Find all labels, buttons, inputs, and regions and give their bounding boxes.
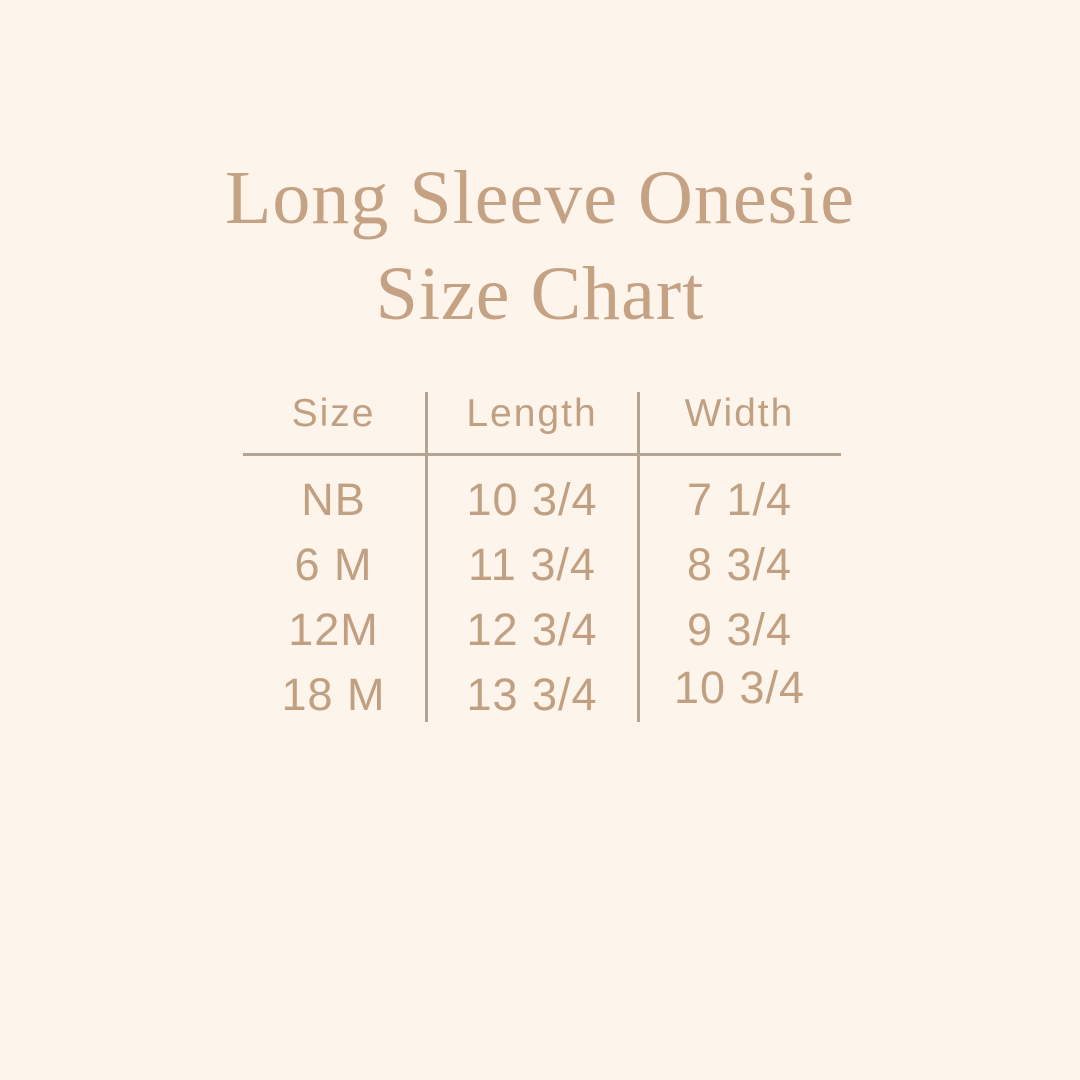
size-value: NB [301, 473, 366, 525]
length-value: 13 3/4 [466, 668, 598, 720]
table-row: NB 10 3/4 7 1/4 [241, 467, 841, 532]
width-value: 9 3/4 [686, 603, 793, 655]
length-value: 10 3/4 [466, 473, 598, 525]
size-table: Size Length Width NB 10 3/4 7 1/4 6 M 11… [241, 392, 841, 722]
column-header-width: Width [684, 392, 795, 435]
table-header-row: Size Length Width [241, 384, 841, 444]
width-value: 8 3/4 [686, 538, 793, 590]
length-value: 12 3/4 [466, 603, 598, 655]
size-value: 6 M [294, 538, 373, 590]
title-line-2: Size Chart [375, 252, 705, 336]
length-value: 11 3/4 [468, 538, 596, 590]
table-row: 6 M 11 3/4 8 3/4 [241, 532, 841, 597]
size-value: 18 M [281, 668, 386, 720]
table-body: NB 10 3/4 7 1/4 6 M 11 3/4 8 3/4 12M 12 … [241, 467, 841, 727]
column-header-size: Size [291, 392, 376, 435]
header-divider-line [243, 453, 841, 456]
title-line-1: Long Sleeve Onesie [224, 156, 856, 240]
table-row: 18 M 13 3/4 10 3/4 [241, 662, 841, 727]
page-title: Long Sleeve Onesie Size Chart [0, 150, 1080, 342]
width-value: 10 3/4 [673, 661, 806, 713]
table-row: 12M 12 3/4 9 3/4 [241, 597, 841, 662]
column-divider-2 [637, 392, 640, 722]
width-value: 7 1/4 [686, 473, 793, 525]
column-header-length: Length [466, 392, 598, 435]
column-divider-1 [425, 392, 428, 722]
size-value: 12M [288, 603, 379, 655]
